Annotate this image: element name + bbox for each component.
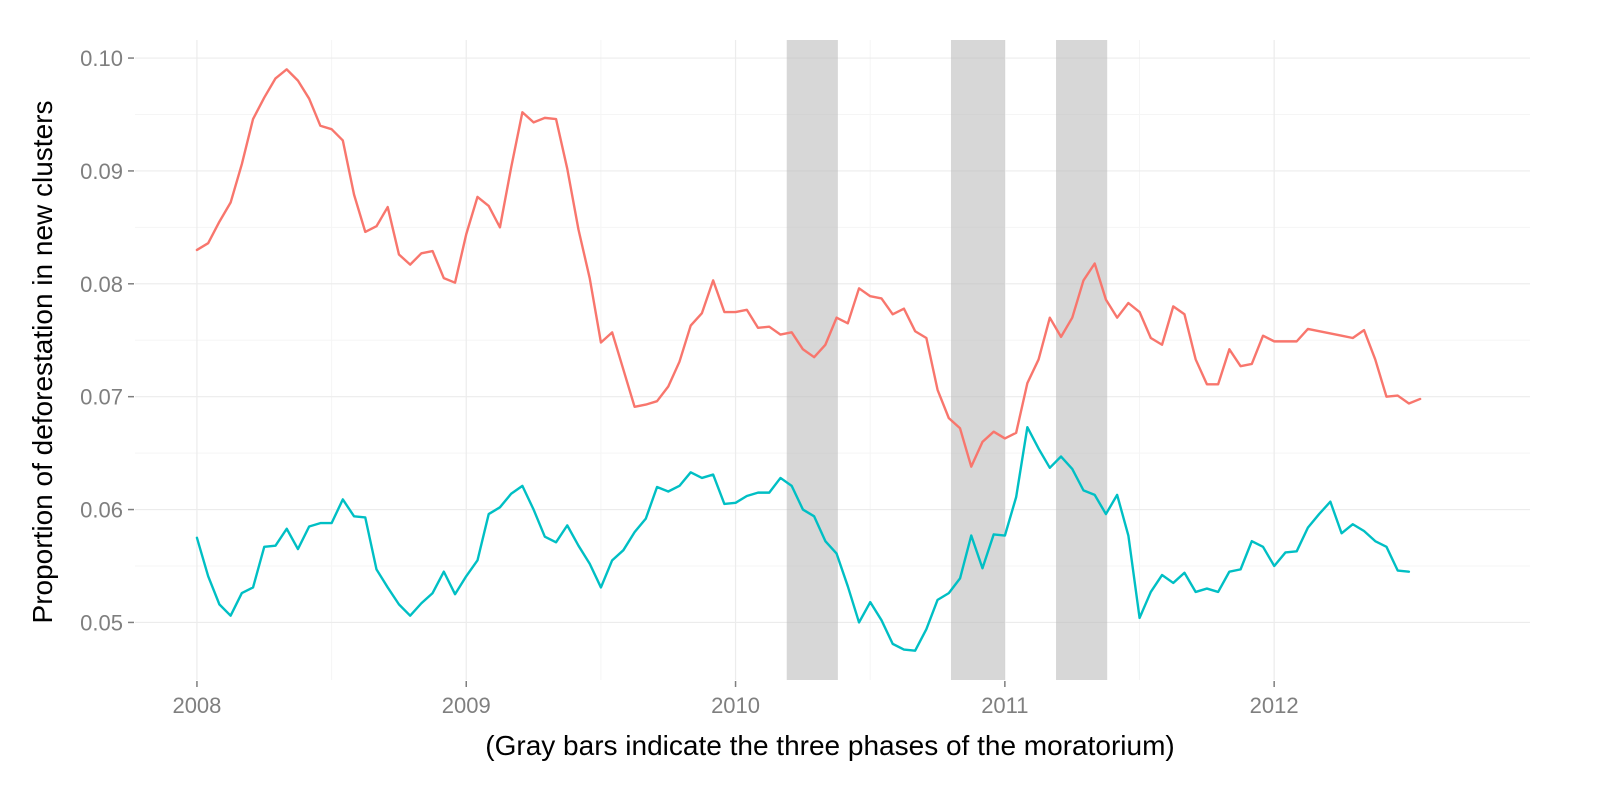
moratorium-phase-bar-1 bbox=[786, 40, 838, 680]
x-tick-label: 2009 bbox=[442, 693, 491, 718]
x-tick-label: 2011 bbox=[981, 693, 1028, 718]
moratorium-phase-bars bbox=[786, 40, 1108, 680]
x-axis-title: (Gray bars indicate the three phases of … bbox=[485, 730, 1174, 761]
y-tick-label: 0.06 bbox=[80, 498, 123, 523]
x-axis: 2008 2009 2010 2011 2012 bbox=[172, 681, 1299, 718]
y-tick-label: 0.10 bbox=[80, 46, 123, 71]
y-tick-label: 0.09 bbox=[80, 159, 123, 184]
y-tick-label: 0.08 bbox=[80, 272, 123, 297]
x-tick-label: 2010 bbox=[711, 693, 760, 718]
moratorium-phase-bar-2 bbox=[950, 40, 1005, 680]
series-lines bbox=[195, 68, 1422, 652]
y-axis-title: Proportion of deforestation in new clust… bbox=[27, 101, 58, 624]
series-line-2 bbox=[195, 425, 1411, 652]
x-tick-label: 2012 bbox=[1250, 693, 1299, 718]
x-tick-label: 2008 bbox=[172, 693, 221, 718]
y-tick-label: 0.05 bbox=[80, 610, 123, 635]
series-line-1 bbox=[195, 68, 1422, 468]
moratorium-phase-bar-3 bbox=[1056, 40, 1108, 680]
y-tick-label: 0.07 bbox=[80, 385, 123, 410]
y-axis: 0.05 0.06 0.07 0.08 0.09 0.10 bbox=[80, 46, 134, 635]
